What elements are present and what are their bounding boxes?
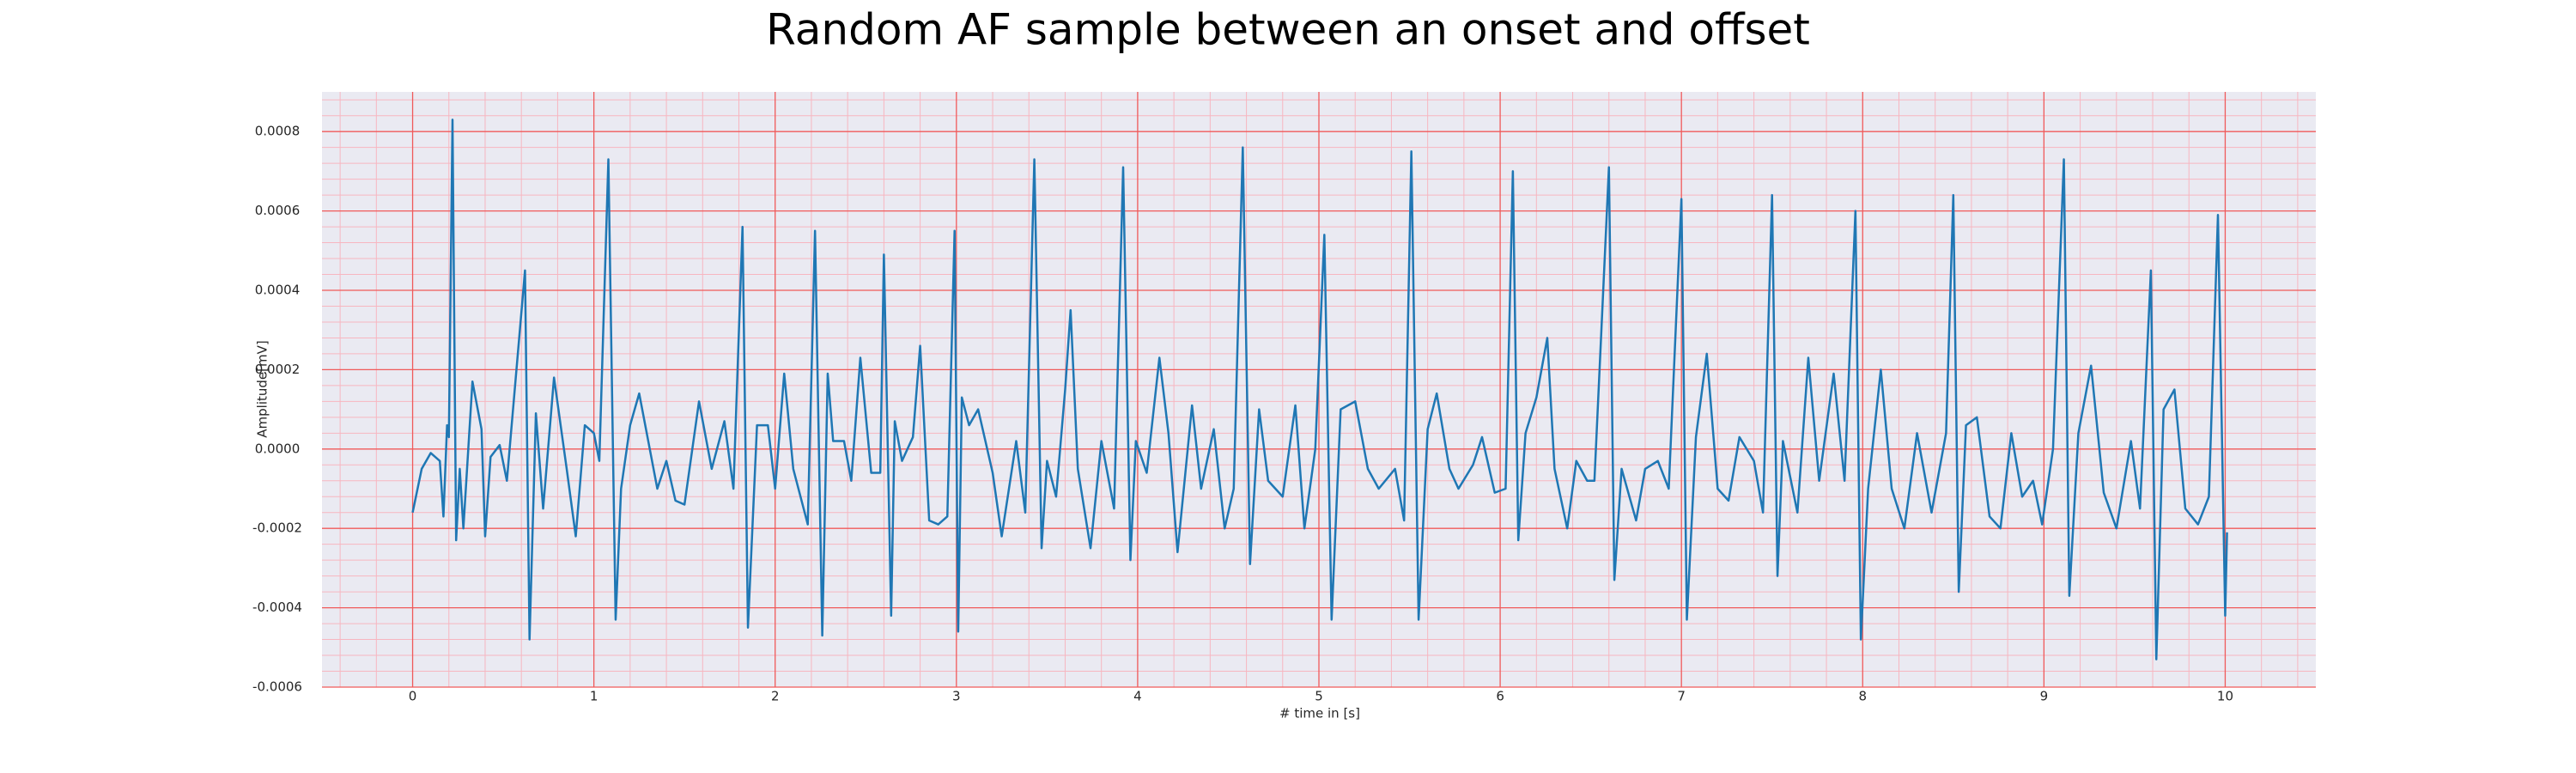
- y-tick-label: 0.0002: [255, 362, 301, 377]
- y-tick-label: 0.0004: [255, 283, 301, 298]
- x-axis-label: # time in [s]: [1279, 706, 1360, 721]
- y-tick-label: 0.0006: [255, 203, 301, 218]
- x-tick-label: 2: [771, 689, 780, 704]
- x-tick-label: 10: [2217, 689, 2233, 704]
- x-tick-label: 4: [1133, 689, 1142, 704]
- x-tick-label: 6: [1496, 689, 1504, 704]
- y-axis-label: Amplitude[mV]: [255, 340, 270, 437]
- x-tick-label: 3: [952, 689, 961, 704]
- y-tick-label: 0.0008: [255, 124, 301, 139]
- y-tick-label: -0.0006: [252, 679, 302, 695]
- y-tick-label: -0.0004: [252, 600, 302, 615]
- x-tick-label: 1: [590, 689, 598, 704]
- grid: [322, 92, 2316, 688]
- x-tick-label: 9: [2040, 689, 2049, 704]
- x-tick-label: 7: [1677, 689, 1686, 704]
- y-tick-label: -0.0002: [252, 520, 302, 536]
- chart-title: Random AF sample between an onset and of…: [766, 5, 1810, 55]
- y-tick-label: 0.0000: [255, 441, 301, 456]
- signal-line: [411, 119, 2228, 660]
- x-tick-label: 0: [409, 689, 417, 704]
- x-tick-label: 8: [1858, 689, 1867, 704]
- x-tick-label: 5: [1315, 689, 1323, 704]
